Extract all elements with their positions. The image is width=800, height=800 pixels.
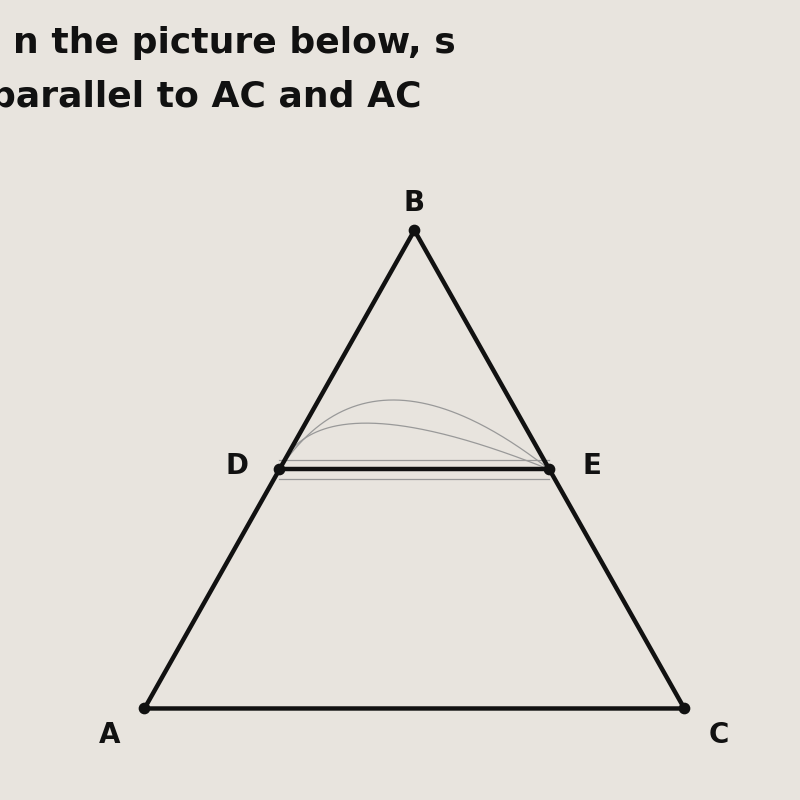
Text: B: B [404, 190, 425, 218]
Point [678, 702, 690, 715]
Text: E: E [582, 451, 602, 479]
Point [543, 463, 556, 476]
Point [408, 224, 421, 237]
Point [138, 702, 151, 715]
Text: n the picture below, s: n the picture below, s [14, 26, 456, 60]
Text: parallel to AC and AC: parallel to AC and AC [0, 80, 422, 114]
Text: D: D [226, 451, 249, 479]
Text: C: C [709, 722, 730, 750]
Point [273, 463, 286, 476]
Text: A: A [99, 722, 121, 750]
